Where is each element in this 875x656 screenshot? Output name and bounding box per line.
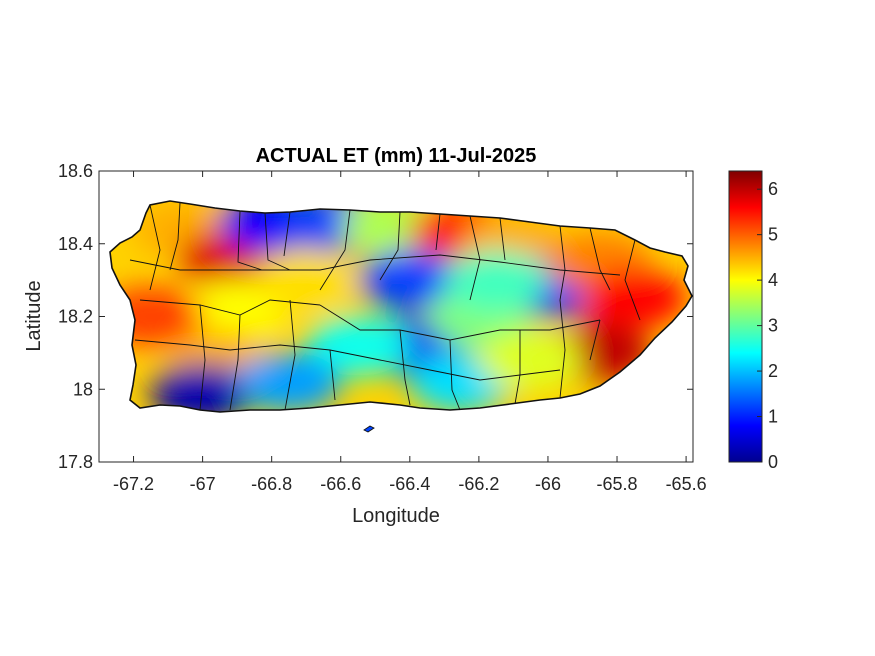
x-tick-label: -67.2 — [113, 474, 154, 494]
municipality-boundary — [199, 304, 206, 411]
colorbar-tick-label: 5 — [768, 225, 778, 245]
x-tick-label: -66 — [535, 474, 561, 494]
x-tick-label: -65.8 — [597, 474, 638, 494]
colorbar-tick-label: 4 — [768, 270, 778, 290]
x-axis-label: Longitude — [352, 505, 440, 527]
y-axis-label: Latitude — [23, 280, 45, 351]
municipality-boundary — [319, 209, 351, 291]
y-axis-ticks: 17.8 18 18.2 18.4 18.6 — [58, 161, 693, 472]
municipality-boundary — [284, 299, 296, 411]
municipality-boundary — [240, 254, 621, 276]
et-region — [444, 250, 549, 311]
colorbar-tick-label: 1 — [768, 407, 778, 427]
municipality-boundary — [449, 339, 461, 411]
et-region — [582, 268, 687, 329]
colorbar-tick-label: 2 — [768, 361, 778, 381]
et-region — [478, 330, 583, 391]
x-tick-label: -66.8 — [251, 474, 292, 494]
municipality-boundary — [134, 339, 381, 361]
municipality-boundary — [514, 330, 521, 405]
y-tick-label: 18.4 — [58, 234, 93, 254]
x-tick-label: -65.6 — [666, 474, 707, 494]
x-tick-label: -66.4 — [389, 474, 430, 494]
x-axis-ticks: -67.2 -67 -66.8 -66.6 -66.4 -66.2 -66 -65.8 -65.… — [113, 171, 707, 494]
x-tick-label: -66.6 — [320, 474, 361, 494]
y-tick-label: 17.8 — [58, 452, 93, 472]
y-tick-label: 18.6 — [58, 161, 93, 181]
municipality-boundary — [169, 202, 181, 271]
x-tick-label: -66.2 — [458, 474, 499, 494]
municipality-boundary — [379, 359, 561, 381]
municipality-boundary — [435, 213, 441, 251]
municipality-boundary — [559, 299, 566, 399]
municipality-boundary — [589, 227, 611, 291]
municipality-boundary — [379, 211, 401, 281]
colorbar — [728, 170, 763, 463]
municipality-boundary — [589, 319, 601, 361]
et-region — [357, 250, 462, 311]
y-tick-label: 18 — [73, 379, 93, 399]
colorbar-tick-label: 3 — [768, 316, 778, 336]
colorbar-tick-label: 6 — [768, 179, 778, 199]
colorbar-ticks: 0 1 2 3 4 5 6 — [757, 179, 778, 472]
x-tick-label: -67 — [190, 474, 216, 494]
puerto-rico-outline — [109, 200, 693, 413]
municipality-boundary — [283, 211, 291, 257]
et-region — [254, 250, 359, 311]
municipality-boundary — [329, 349, 336, 401]
municipality-boundary — [149, 204, 161, 291]
et-region — [236, 351, 341, 412]
municipality-boundary — [129, 259, 240, 271]
municipality-boundary — [399, 329, 411, 406]
chart-title: ACTUAL ET (mm) 11-Jul-2025 — [256, 145, 537, 167]
municipality-boundaries — [129, 202, 641, 411]
municipality-boundary — [237, 210, 263, 271]
colorbar-tick-label: 0 — [768, 452, 778, 472]
caja-de-muertos-island — [363, 425, 375, 433]
municipality-boundary — [499, 217, 506, 261]
municipality-boundary — [264, 212, 291, 271]
y-tick-label: 18.2 — [58, 307, 93, 327]
municipality-boundary — [229, 314, 241, 411]
municipality-boundary — [624, 239, 641, 321]
